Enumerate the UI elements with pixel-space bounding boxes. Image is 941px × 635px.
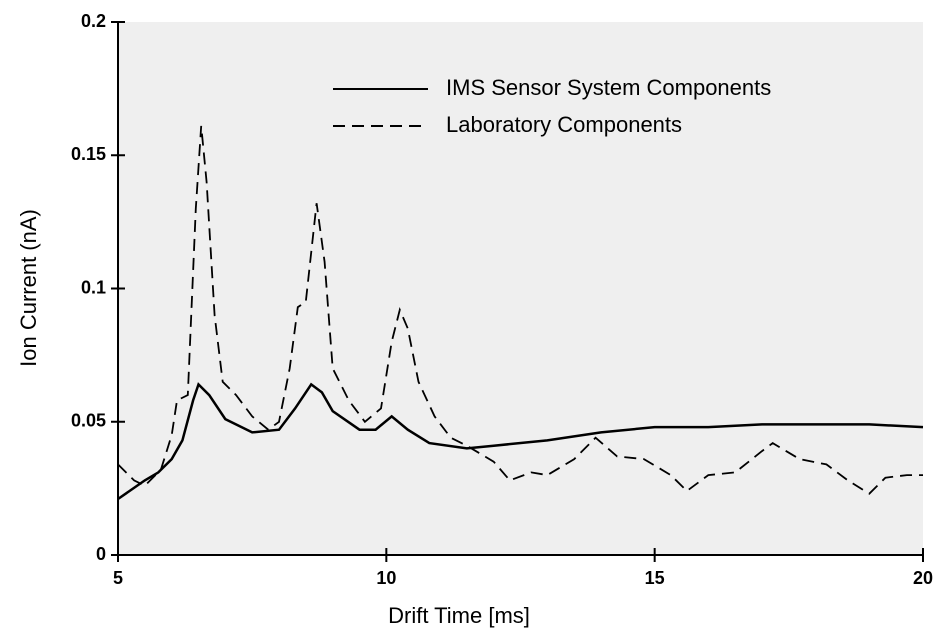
- y-tick-label: 0.05: [71, 411, 106, 431]
- y-tick-label: 0: [96, 544, 106, 564]
- x-tick-label: 15: [645, 568, 665, 588]
- x-tick-label: 20: [913, 568, 933, 588]
- x-axis-label: Drift Time [ms]: [388, 603, 530, 628]
- y-tick-label: 0.1: [81, 277, 106, 297]
- y-tick-label: 0.15: [71, 144, 106, 164]
- series-line: [117, 125, 923, 495]
- plot-area: [118, 22, 923, 555]
- y-tick-label: 0.2: [81, 11, 106, 31]
- series-line: [117, 382, 924, 501]
- legend-label: Laboratory Components: [446, 112, 682, 137]
- legend-label: IMS Sensor System Components: [446, 75, 771, 100]
- x-tick-label: 5: [113, 568, 123, 588]
- x-tick-label: 10: [376, 568, 396, 588]
- y-axis-label: Ion Current (nA): [16, 209, 41, 367]
